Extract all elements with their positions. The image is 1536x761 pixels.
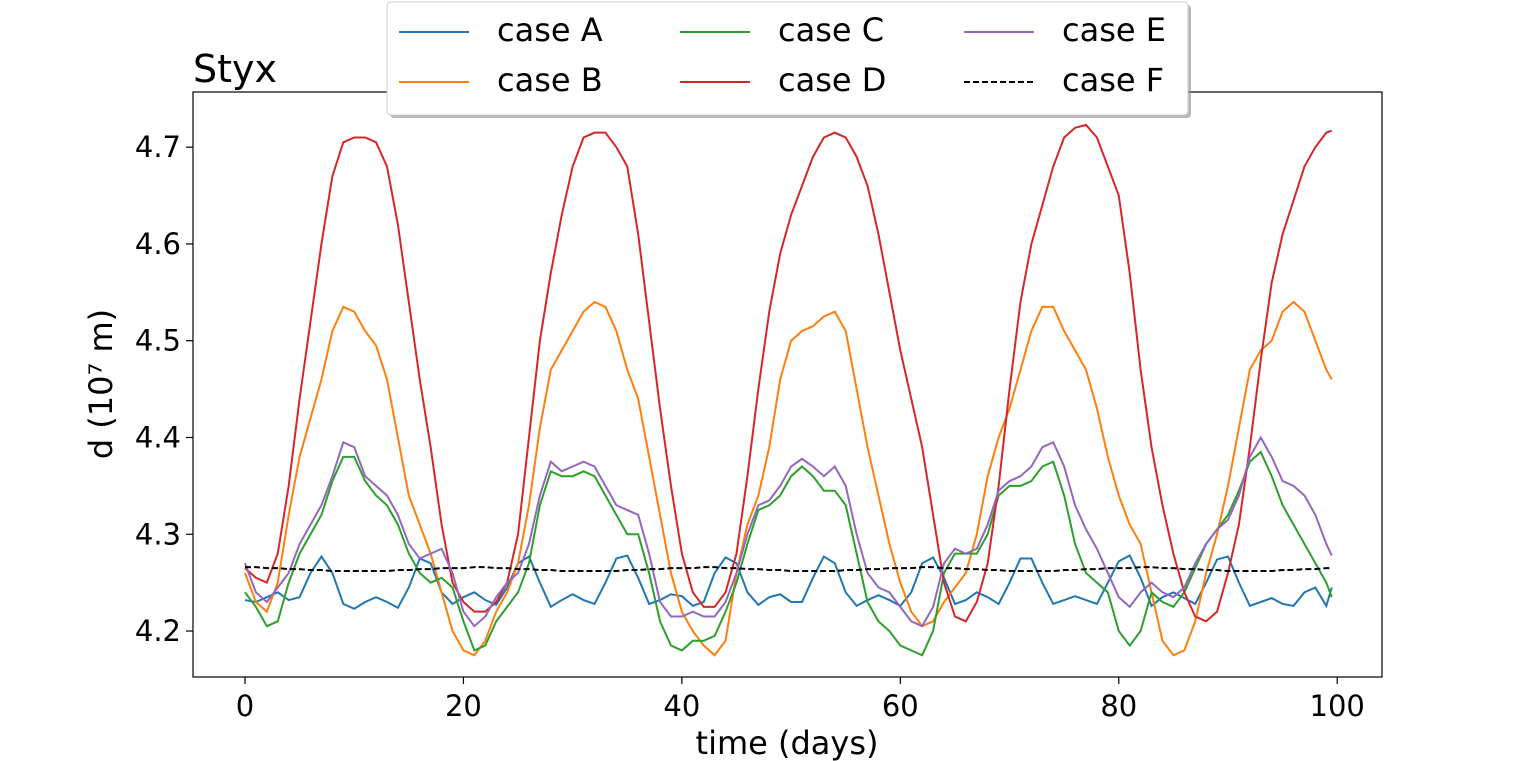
x-tick-label: 100 <box>1310 689 1365 723</box>
legend-label: case C <box>778 11 884 49</box>
series-line <box>244 566 1332 573</box>
legend-label: case E <box>1062 11 1166 49</box>
legend-entries: case A case B case C case D case E case F <box>399 11 1166 99</box>
series-line <box>244 300 1333 657</box>
x-tick-label: 40 <box>663 689 700 723</box>
x-tick-label: 60 <box>882 689 919 723</box>
lines <box>244 123 1333 657</box>
y-tick-label: 4.5 <box>135 324 181 358</box>
series-line <box>244 450 1333 657</box>
y-axis-label: d (10⁷ m) <box>82 309 120 459</box>
y-tick-label: 4.2 <box>135 614 181 648</box>
series-line <box>244 435 1333 628</box>
legend-label: case B <box>497 61 603 99</box>
chart-title: Styx <box>193 47 277 91</box>
series-line <box>244 123 1333 623</box>
y-tick-label: 4.3 <box>135 517 181 551</box>
y-tick-label: 4.7 <box>135 130 181 164</box>
legend-label: case D <box>778 61 886 99</box>
y-tick-label: 4.4 <box>135 420 181 454</box>
series-line <box>244 554 1333 610</box>
x-tick-label: 0 <box>236 689 254 723</box>
x-axis-label: time (days) <box>696 724 879 761</box>
x-tick-label: 80 <box>1100 689 1137 723</box>
legend-label: case F <box>1062 61 1164 99</box>
x-tick-label: 20 <box>445 689 482 723</box>
legend-label: case A <box>497 11 603 49</box>
y-tick-label: 4.6 <box>135 227 181 261</box>
legend <box>386 1 1189 116</box>
